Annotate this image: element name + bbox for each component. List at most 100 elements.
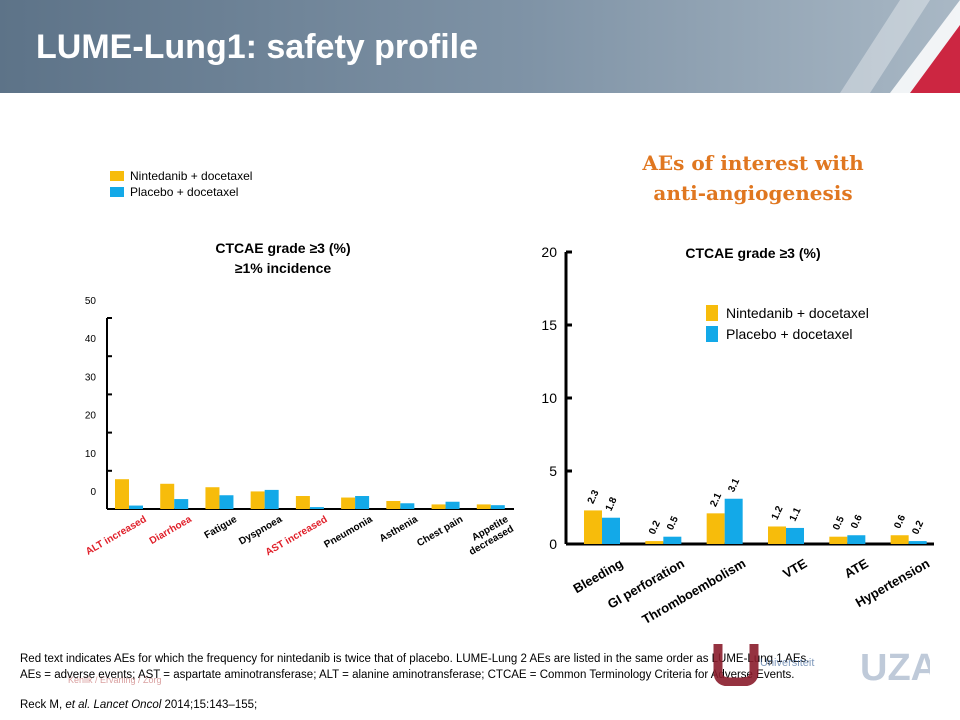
header-banner: LUME-Lung1: safety profile — [0, 0, 960, 93]
right-category-label-gi-perforation: GI perforation — [605, 556, 687, 612]
right-data-label-placebo-vte: 1.1 — [788, 506, 804, 524]
right-y-tick-label-5: 5 — [549, 463, 557, 479]
left-bar-nintedanib-pneumonia — [341, 497, 356, 509]
reference: Reck M, et al. Lancet Oncol 2014;15:143–… — [20, 699, 257, 711]
reference-author: Reck M, — [20, 699, 66, 711]
aes-title-line-1: AEs of interest with — [642, 151, 864, 175]
left-category-label-alt-increased: ALT increased — [84, 514, 149, 558]
left-chart-subtitle: ≥1% incidence — [234, 260, 332, 276]
right-chart-title: CTCAE grade ≥3 (%) — [685, 245, 821, 261]
watermark-signature: Kehlik / Ervarling / Zorg — [68, 675, 162, 685]
left-category-label-line: Pneumonia — [322, 514, 375, 551]
left-y-tick-label-20: 20 — [85, 411, 97, 422]
footnote-line-1: Red text indicates AEs for which the fre… — [20, 653, 810, 665]
left-bar-nintedanib-asthenia — [386, 500, 401, 509]
right-category-label-hypertension: Hypertension — [853, 556, 932, 611]
left-bar-placebo-fatigue — [219, 495, 234, 509]
right-data-label-placebo-bleeding: 1.8 — [604, 495, 620, 513]
left-category-label-fatigue: Fatigue — [203, 514, 240, 542]
left-category-label-line: Chest pain — [415, 514, 465, 549]
left-bar-placebo-appetite-decreased — [490, 505, 505, 509]
legend-swatch-placebo — [110, 187, 124, 197]
page-title: LUME-Lung1: safety profile — [36, 28, 479, 66]
right-y-tick-label-0: 0 — [549, 536, 557, 552]
footnote: Red text indicates AEs for which the fre… — [20, 651, 940, 683]
right-data-label-placebo-hypertension: 0.2 — [910, 519, 926, 537]
right-data-label-nintedanib-bleeding: 2.3 — [586, 488, 602, 506]
left-category-label-pneumonia: Pneumonia — [322, 514, 375, 551]
right-bar-nintedanib-vte — [768, 526, 786, 544]
left-category-label-line: Appetite — [470, 514, 511, 544]
left-bar-nintedanib-ast-increased — [295, 496, 310, 509]
right-chart-legend: Nintedanib + docetaxel Placebo + docetax… — [706, 302, 869, 344]
left-y-tick-label-30: 30 — [85, 372, 97, 383]
left-category-label-line: decreased — [467, 524, 515, 558]
svg-text:Universiteit: Universiteit — [760, 657, 814, 669]
aes-of-interest-title: AEs of interest with anti-angiogenesis — [620, 148, 886, 208]
right-bar-placebo-ate — [847, 535, 866, 544]
left-bar-placebo-asthenia — [400, 503, 415, 509]
reference-journal: et al. Lancet Oncol — [65, 699, 162, 711]
left-category-label-line: Asthenia — [378, 514, 420, 545]
right-category-label-vte: VTE — [780, 555, 810, 581]
left-bar-placebo-alt-increased — [129, 505, 143, 509]
legend-label-nintedanib: Nintedanib + docetaxel — [130, 169, 253, 183]
left-category-label-line: AST increased — [264, 514, 330, 558]
legend-item-nintedanib: Nintedanib + docetaxel — [110, 168, 252, 184]
right-bar-nintedanib-ate — [829, 536, 848, 544]
left-y-tick-label-40: 40 — [85, 334, 97, 345]
legend-swatch-nintedanib-right — [706, 304, 718, 321]
right-bar-nintedanib-thromboembolism — [706, 513, 725, 544]
left-bar-placebo-dyspnoea — [264, 489, 279, 509]
right-bar-placebo-gi-perforation — [663, 536, 682, 544]
legend-item-nintedanib-right: Nintedanib + docetaxel — [706, 302, 869, 323]
left-category-label-asthenia: Asthenia — [378, 514, 420, 545]
left-chart-legend: Nintedanib + docetaxel Placebo + docetax… — [110, 168, 252, 200]
left-bar-nintedanib-appetite-decreased — [476, 504, 491, 509]
right-data-label-nintedanib-thromboembolism: 2.1 — [708, 491, 724, 509]
left-category-label-chest-pain: Chest pain — [415, 514, 465, 549]
right-bar-placebo-thromboembolism — [724, 498, 743, 544]
left-category-label-line: Dyspnoea — [237, 514, 284, 548]
right-bar-placebo-hypertension — [908, 541, 927, 544]
left-bar-nintedanib-alt-increased — [115, 479, 129, 509]
right-bar-nintedanib-hypertension — [890, 535, 909, 544]
right-data-label-nintedanib-vte: 1.2 — [770, 504, 786, 522]
right-bar-nintedanib-gi-perforation — [645, 541, 664, 544]
right-y-tick-label-10: 10 — [541, 390, 557, 406]
legend-item-placebo-right: Placebo + docetaxel — [706, 323, 869, 344]
right-data-label-placebo-ate: 0.6 — [849, 513, 865, 531]
right-bar-placebo-bleeding — [602, 517, 620, 544]
footnote-line-2: AEs = adverse events; AST = aspartate am… — [20, 669, 795, 681]
left-bar-nintedanib-fatigue — [205, 487, 220, 509]
reference-details: 2014;15:143–155; — [161, 699, 258, 711]
left-category-label-appetite-decreased: Appetitedecreased — [462, 514, 516, 558]
right-bar-placebo-vte — [786, 527, 804, 544]
right-category-label-ate: ATE — [842, 555, 871, 581]
left-bar-placebo-ast-increased — [309, 507, 324, 509]
right-bar-nintedanib-bleeding — [584, 510, 602, 544]
svg-text:UZA: UZA — [860, 647, 930, 686]
left-category-label-ast-increased: AST increased — [264, 514, 330, 558]
legend-swatch-nintedanib — [110, 171, 124, 181]
left-bar-nintedanib-diarrhoea — [160, 483, 175, 509]
right-data-label-placebo-gi-perforation: 0.5 — [665, 514, 681, 532]
left-bar-nintedanib-chest-pain — [431, 504, 446, 509]
aes-title-line-2: anti-angiogenesis — [653, 181, 853, 205]
left-bar-nintedanib-dyspnoea — [250, 491, 265, 509]
right-category-label-thromboembolism: Thromboembolism — [639, 556, 748, 627]
left-bar-placebo-chest-pain — [445, 501, 460, 509]
uza-logo: Universiteit UZA — [713, 644, 930, 686]
right-y-tick-label-15: 15 — [541, 317, 557, 333]
right-y-tick-label-20: 20 — [541, 244, 557, 260]
left-y-tick-label-50: 50 — [85, 296, 97, 307]
left-category-label-line: ALT increased — [84, 514, 149, 558]
legend-item-placebo: Placebo + docetaxel — [110, 184, 252, 200]
corner-logo-decoration — [840, 0, 960, 93]
left-category-label-line: Fatigue — [203, 514, 240, 542]
left-chart-title-line: CTCAE grade ≥3 (%) — [215, 240, 351, 256]
left-y-tick-label-0: 0 — [90, 487, 96, 498]
left-bar-placebo-diarrhoea — [174, 499, 189, 509]
